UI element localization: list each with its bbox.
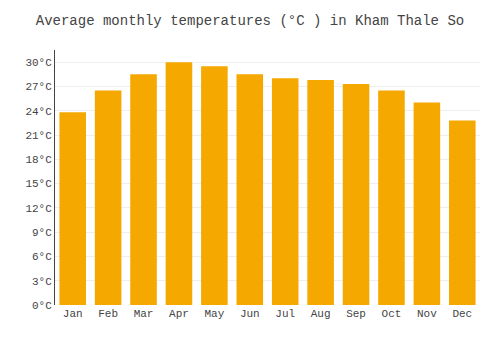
svg-text:21°C: 21°C (25, 130, 52, 142)
svg-text:27°C: 27°C (25, 81, 52, 93)
svg-text:Nov: Nov (417, 308, 437, 320)
svg-text:Average monthly temperatures (: Average monthly temperatures (°C ) in Kh… (36, 13, 464, 29)
svg-text:6°C: 6°C (32, 251, 52, 263)
svg-text:24°C: 24°C (25, 106, 52, 118)
svg-text:9°C: 9°C (32, 227, 52, 239)
svg-text:3°C: 3°C (32, 276, 52, 288)
svg-text:Jan: Jan (63, 308, 83, 320)
svg-text:Jul: Jul (275, 308, 295, 320)
svg-text:Apr: Apr (169, 308, 189, 320)
svg-text:Oct: Oct (382, 308, 402, 320)
svg-text:0°C: 0°C (32, 300, 52, 312)
svg-text:Aug: Aug (311, 308, 331, 320)
svg-text:Jun: Jun (240, 308, 260, 320)
svg-text:12°C: 12°C (25, 203, 52, 215)
svg-text:Sep: Sep (346, 308, 366, 320)
svg-text:18°C: 18°C (25, 154, 52, 166)
svg-text:Mar: Mar (134, 308, 154, 320)
svg-text:Feb: Feb (98, 308, 118, 320)
svg-text:30°C: 30°C (25, 57, 52, 69)
svg-text:May: May (204, 308, 224, 320)
svg-text:Dec: Dec (452, 308, 472, 320)
svg-text:15°C: 15°C (25, 178, 52, 190)
